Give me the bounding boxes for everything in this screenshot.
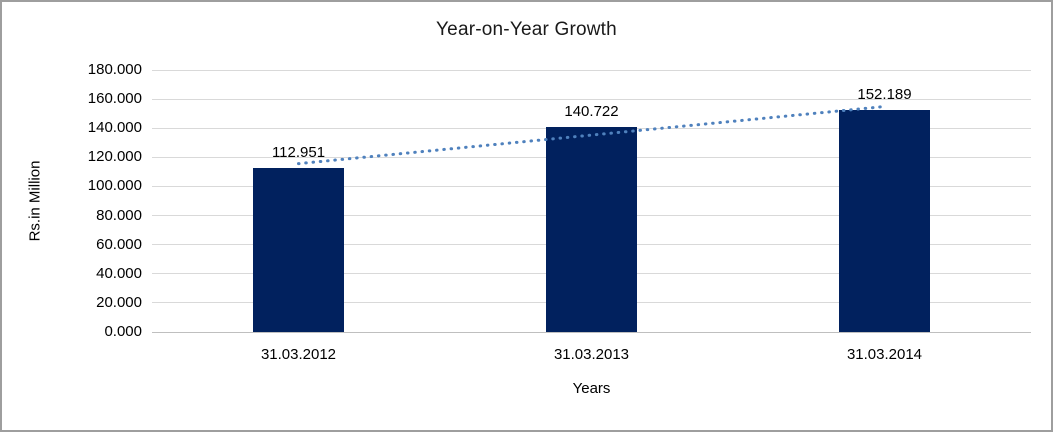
- y-tick-label: 20.000: [96, 293, 142, 311]
- x-axis-line: [152, 331, 1031, 333]
- y-tick-label: 60.000: [96, 235, 142, 253]
- y-tick-label: 40.000: [96, 264, 142, 282]
- data-label: 152.189: [857, 86, 912, 104]
- y-tick-label: 0.000: [104, 323, 142, 340]
- x-axis-title: Years: [572, 380, 611, 397]
- x-tick-label: 31.03.2013: [553, 346, 630, 363]
- trendline-path: [297, 105, 886, 166]
- y-tick-label: 180.000: [87, 61, 142, 78]
- gridline: [152, 98, 1031, 100]
- data-label: 112.951: [271, 143, 326, 161]
- trendline: [297, 105, 886, 166]
- data-label: 140.722: [564, 103, 619, 121]
- plot-area: 112.951 140.722 152.189: [152, 69, 1031, 333]
- y-tick-label: 80.000: [96, 206, 142, 224]
- x-tick-label: 31.03.2014: [846, 346, 923, 363]
- x-tick-label: 31.03.2012: [260, 346, 337, 363]
- gridline: [152, 69, 1031, 71]
- bar-31.03.2012: [253, 167, 344, 332]
- x-axis-tick-labels: 31.03.2012 31.03.2013 31.03.2014: [2, 346, 1051, 366]
- chart-title: Year-on-Year Growth: [436, 19, 617, 40]
- y-axis-title: Rs.in Million: [26, 160, 44, 242]
- bar-31.03.2014: [839, 110, 930, 332]
- y-tick-label: 140.000: [87, 119, 142, 137]
- y-tick-label: 100.000: [87, 177, 142, 195]
- y-tick-label: 120.000: [87, 148, 142, 166]
- bar-31.03.2013: [546, 127, 637, 332]
- y-tick-label: 160.000: [87, 90, 142, 108]
